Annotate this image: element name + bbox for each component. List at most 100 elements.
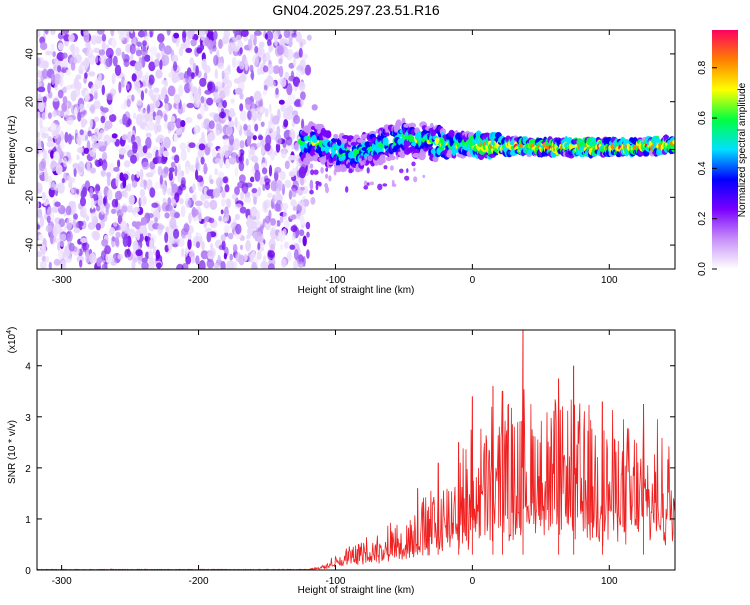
- heatmap-cell: [145, 137, 152, 149]
- heatmap-cell: [290, 131, 296, 140]
- heatmap-cell: [270, 123, 276, 135]
- heatmap-cell: [422, 174, 426, 178]
- heatmap-cell: [174, 154, 180, 164]
- snr-x-tick-label: 100: [601, 576, 618, 587]
- heatmap-cell: [64, 245, 70, 257]
- snr-scale-prefix: (x10: [7, 333, 18, 353]
- heatmap-cell: [234, 87, 243, 95]
- heatmap-cell: [154, 52, 162, 58]
- heatmap-cell: [288, 171, 296, 178]
- heatmap-cell: [279, 170, 286, 181]
- heatmap-cell: [221, 240, 226, 251]
- heatmap-cell: [50, 150, 54, 159]
- heatmap-cell: [105, 57, 113, 68]
- heatmap-cell: [256, 251, 262, 260]
- heatmap-cell: [80, 196, 86, 207]
- heatmap-cell: [239, 174, 246, 183]
- heatmap-cell: [76, 81, 82, 91]
- heatmap-cell: [298, 47, 303, 58]
- heatmap-cell: [94, 54, 99, 64]
- heatmap-cell: [112, 55, 118, 67]
- heatmap-cell: [145, 251, 150, 260]
- spectrogram-x-label: Height of straight line (km): [298, 285, 415, 296]
- heatmap-cell: [139, 168, 144, 181]
- heatmap-cell: [73, 168, 77, 178]
- heatmap-cell: [94, 159, 99, 166]
- heatmap-cell: [187, 232, 192, 240]
- heatmap-cell: [152, 99, 161, 108]
- heatmap-cell: [58, 233, 67, 241]
- heatmap-cell: [77, 146, 84, 154]
- heatmap-cell: [132, 141, 138, 154]
- heatmap-cell: [255, 230, 263, 243]
- heatmap-cell: [118, 81, 122, 94]
- heatmap-cell: [243, 123, 248, 131]
- heatmap-cell: [305, 221, 311, 230]
- heatmap-cell: [184, 192, 190, 202]
- heatmap-cell: [313, 169, 319, 175]
- heatmap-cell: [89, 118, 93, 129]
- heatmap-cell: [220, 234, 226, 242]
- heatmap-cell: [194, 200, 203, 207]
- heatmap-cell: [101, 263, 108, 269]
- snr-y-ticks: 0 1 2 3 4: [25, 362, 675, 577]
- heatmap-cell: [298, 236, 302, 244]
- heatmap-cell: [121, 51, 125, 59]
- colorbar-gradient: [712, 30, 738, 269]
- heatmap-cell: [413, 176, 418, 183]
- heatmap-cell: [61, 178, 65, 184]
- heatmap-cell: [207, 250, 215, 260]
- heatmap-cell: [122, 177, 127, 189]
- heatmap-cell: [140, 108, 146, 120]
- heatmap-cell: [37, 70, 42, 78]
- heatmap-cell: [108, 162, 115, 174]
- heatmap-cell: [50, 124, 57, 131]
- heatmap-cell: [275, 180, 284, 192]
- heatmap-cell: [276, 30, 281, 37]
- heatmap-cell: [44, 167, 48, 178]
- heatmap-cell: [239, 206, 247, 214]
- heatmap-cell: [239, 140, 245, 149]
- heatmap-cell: [157, 93, 166, 101]
- heatmap-cell: [189, 57, 195, 66]
- heatmap-cell: [361, 159, 366, 165]
- heatmap-cell: [671, 144, 675, 153]
- heatmap-cell: [37, 131, 41, 138]
- heatmap-cell: [268, 164, 273, 177]
- heatmap-cell: [198, 260, 206, 269]
- heatmap-cell: [38, 93, 42, 102]
- heatmap-cell: [318, 157, 323, 162]
- heatmap-cell: [164, 103, 169, 113]
- heatmap-cell: [262, 184, 266, 191]
- heatmap-cell: [253, 196, 257, 205]
- heatmap-cell: [207, 141, 213, 148]
- heatmap-cell: [66, 84, 73, 90]
- snr-x-tick-label: -300: [52, 576, 72, 587]
- heatmap-cell: [47, 136, 53, 143]
- heatmap-cell: [195, 255, 200, 265]
- heatmap-cell: [306, 249, 310, 259]
- heatmap-cell: [175, 118, 182, 129]
- heatmap-cell: [167, 241, 173, 250]
- heatmap-cell: [240, 191, 245, 200]
- heatmap-cell: [78, 220, 84, 227]
- heatmap-cell: [89, 187, 94, 199]
- heatmap-cell: [209, 120, 215, 130]
- heatmap-cell: [46, 141, 55, 148]
- heatmap-cell: [188, 142, 196, 149]
- heatmap-cell: [262, 53, 267, 65]
- heatmap-cell: [114, 190, 123, 201]
- heatmap-cell: [292, 58, 297, 67]
- heatmap-cell: [268, 120, 271, 133]
- heatmap-cell: [95, 223, 101, 231]
- heatmap-cell: [168, 72, 173, 78]
- heatmap-cell: [300, 215, 305, 226]
- heatmap-cell: [183, 223, 190, 233]
- heatmap-cell: [200, 105, 205, 117]
- heatmap-cell: [179, 142, 187, 151]
- heatmap-cell: [57, 32, 64, 40]
- heatmap-cell: [147, 213, 154, 219]
- heatmap-cell: [382, 183, 388, 187]
- heatmap-cell: [272, 65, 281, 74]
- heatmap-cell: [223, 224, 230, 234]
